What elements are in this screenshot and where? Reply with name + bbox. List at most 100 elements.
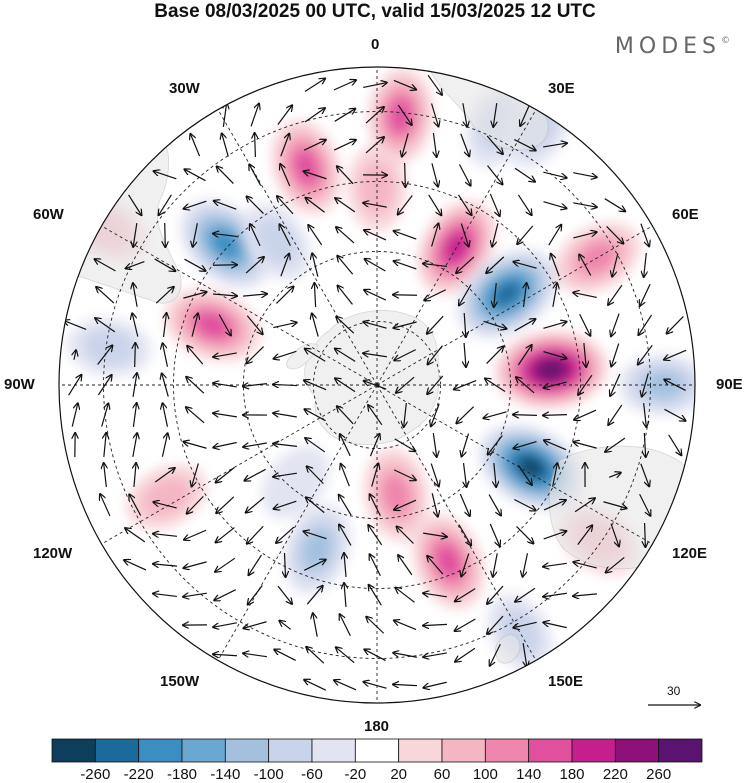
wind-vector	[213, 441, 237, 447]
latitude-circle	[312, 320, 442, 450]
wind-vector	[280, 224, 291, 246]
wind-vector	[584, 342, 586, 367]
wind-vector	[312, 253, 319, 277]
wind-vector	[423, 593, 447, 597]
wind-vector	[184, 169, 206, 182]
colorbar-swatch	[658, 738, 703, 763]
wind-vector	[664, 349, 687, 359]
wind-vector	[64, 321, 87, 330]
graticule	[59, 67, 695, 703]
wind-vector	[543, 531, 567, 540]
wind-vector	[394, 620, 417, 631]
wind-vector	[514, 498, 535, 511]
wind-vector	[454, 380, 477, 390]
wind-vector	[548, 225, 561, 246]
wind-vector	[363, 83, 387, 88]
wind-vector	[605, 437, 626, 452]
wind-vector	[133, 283, 138, 307]
lon-label-0: 0	[371, 36, 380, 53]
wind-vector	[218, 314, 231, 336]
wind-vector	[104, 433, 106, 458]
wind-vector	[213, 352, 237, 357]
wind-vector	[337, 406, 354, 425]
wind-vector	[334, 109, 355, 122]
latitude-circle	[173, 181, 581, 589]
wind-vector	[462, 103, 467, 127]
wind-vector	[431, 223, 439, 247]
wind-vector	[153, 564, 178, 566]
longitude-line	[101, 384, 378, 545]
wind-vector	[488, 494, 501, 516]
wind-vector	[640, 223, 649, 247]
colorbar-swatch	[484, 738, 530, 763]
wind-vector	[393, 653, 417, 658]
wind-vector	[159, 194, 172, 215]
wind-vector	[396, 376, 415, 393]
wind-vector	[610, 373, 621, 396]
lon-label-30w: 30W	[169, 80, 200, 97]
colorbar-tick-label: -140	[210, 766, 241, 783]
wind-vector	[393, 469, 416, 480]
wind-vector	[645, 522, 646, 547]
wind-vector	[344, 583, 346, 608]
lon-label-150e: 150E	[548, 673, 584, 690]
wind-vector	[304, 108, 325, 123]
lon-label-30e: 30E	[548, 80, 575, 97]
wind-vector	[183, 561, 207, 568]
colorbar-tick-label: -180	[166, 766, 198, 783]
wind-vector	[335, 349, 356, 362]
lon-label-90w: 90W	[4, 376, 35, 393]
wind-vector	[274, 500, 297, 509]
wind-vector	[243, 621, 267, 629]
longitude-line	[101, 225, 378, 386]
wind-vector	[574, 498, 595, 513]
wind-vector	[458, 164, 470, 185]
wind-vector	[427, 74, 442, 95]
wind-vector	[455, 588, 476, 602]
wind-vector	[402, 133, 409, 156]
wind-vector	[573, 172, 597, 178]
wind-vector	[249, 164, 262, 186]
wind-vector	[304, 78, 325, 93]
wind-vector	[336, 317, 355, 334]
colorbar-tick-label: 260	[646, 766, 672, 783]
wind-vector	[364, 230, 387, 241]
colorbar	[51, 738, 703, 763]
wind-vector	[431, 403, 440, 427]
wind-vector	[456, 406, 475, 424]
wind-vector	[543, 415, 568, 416]
wind-vector	[341, 464, 350, 487]
wind-vector	[104, 463, 107, 487]
wind-vector	[184, 200, 207, 209]
longitude-line	[376, 384, 653, 545]
map-boundary	[58, 66, 696, 704]
wind-vector	[517, 194, 531, 215]
wind-vector	[344, 553, 346, 578]
wind-vector	[494, 462, 496, 487]
wind-vector	[394, 349, 416, 361]
wind-vector	[280, 164, 291, 187]
wind-vector	[213, 654, 238, 655]
wind-vector	[578, 374, 593, 395]
wind-vector	[165, 222, 166, 247]
wind-vector	[427, 556, 444, 575]
wind-vector	[364, 290, 387, 301]
wind-vector	[423, 681, 447, 687]
wind-vector	[644, 403, 647, 427]
wind-vector	[212, 294, 237, 296]
colorbar-swatch	[571, 738, 616, 763]
wind-vector	[277, 585, 292, 604]
wind-vector	[483, 411, 507, 418]
wind-vector	[608, 473, 621, 478]
wind-vector	[579, 254, 592, 276]
longitude-line	[217, 109, 378, 386]
wind-vector	[250, 224, 261, 247]
wind-vector	[394, 231, 417, 240]
wind-vector	[464, 463, 467, 487]
wind-vector	[603, 501, 626, 509]
wind-vector	[461, 553, 470, 577]
wind-vector	[638, 345, 653, 364]
wind-vector	[573, 562, 597, 569]
wind-vector	[517, 464, 532, 485]
wind-vector	[611, 313, 620, 337]
